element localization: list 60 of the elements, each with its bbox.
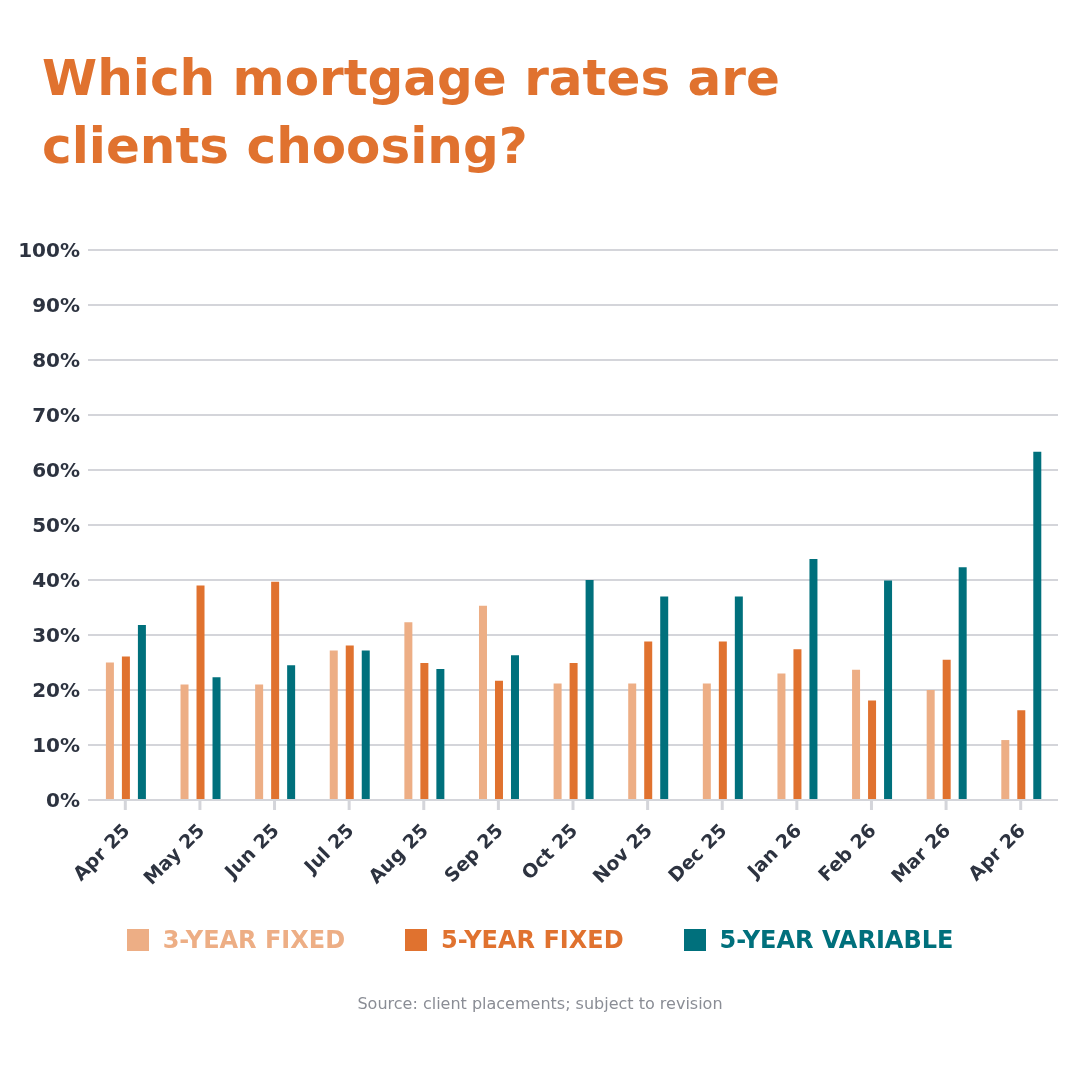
bar (942, 659, 951, 800)
y-tick-label: 50% (32, 513, 80, 538)
bar (121, 656, 130, 800)
y-tick-label: 80% (32, 348, 80, 373)
bar (510, 655, 519, 800)
bar (644, 641, 653, 800)
x-tick-label: Jan 26 (741, 818, 806, 883)
bar (494, 680, 503, 800)
bar (660, 596, 669, 800)
bar (420, 663, 429, 800)
x-tick-label: Feb 26 (813, 818, 880, 886)
source-note: Source: client placements; subject to revision (356, 994, 724, 1013)
bar (196, 585, 205, 800)
bar (777, 673, 786, 800)
bar (137, 625, 146, 800)
bar (105, 662, 114, 800)
bar (287, 665, 296, 800)
bar (569, 663, 578, 800)
bar (1033, 451, 1042, 800)
bar (793, 649, 802, 800)
y-tick-label: 60% (32, 458, 80, 483)
bar (436, 669, 445, 800)
bar (553, 683, 562, 800)
y-tick-label: 40% (32, 568, 80, 593)
bar (180, 684, 189, 800)
y-tick-label: 0% (46, 788, 80, 813)
chart-title: Which mortgage rates are clients choosing? (41, 48, 781, 177)
x-tick-label: Sep 25 (439, 818, 507, 887)
bar (585, 580, 594, 800)
bar (809, 559, 818, 800)
bar (852, 669, 861, 800)
bar (345, 645, 354, 800)
bar (212, 677, 221, 800)
legend-label: 3-YEAR FIXED (162, 926, 346, 954)
bar (926, 690, 935, 800)
y-tick-label: 30% (32, 623, 80, 648)
y-tick-label: 90% (32, 293, 80, 318)
bar (271, 581, 280, 800)
bar (404, 622, 413, 800)
bar (1001, 740, 1010, 800)
y-tick-label: 10% (32, 733, 80, 758)
bar (628, 683, 637, 800)
bar (958, 567, 967, 800)
x-tick-label: Jul 25 (298, 818, 358, 879)
bar (718, 641, 727, 800)
bar (361, 650, 370, 800)
bar (478, 605, 487, 800)
y-tick-label: 70% (32, 403, 80, 428)
bar (329, 650, 338, 800)
bar (1017, 710, 1026, 800)
y-tick-label: 20% (32, 678, 80, 703)
bar (868, 700, 877, 800)
legend-label: 5-YEAR VARIABLE (719, 926, 954, 954)
bar (884, 580, 893, 800)
x-tick-label: Oct 25 (516, 818, 582, 884)
y-tick-label: 100% (18, 238, 80, 263)
legend-label: 5-YEAR FIXED (441, 926, 624, 954)
bar (255, 684, 264, 800)
bar (702, 683, 711, 800)
bar (734, 596, 743, 800)
